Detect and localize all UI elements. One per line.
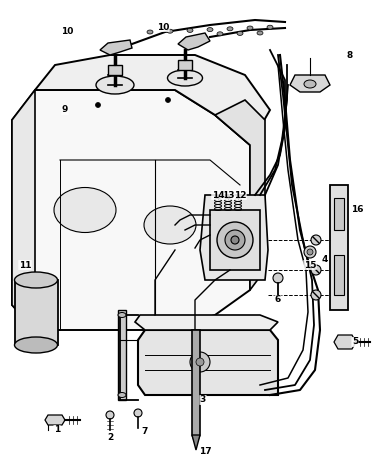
Ellipse shape <box>304 80 316 88</box>
Polygon shape <box>15 280 58 345</box>
Circle shape <box>307 249 313 255</box>
Text: 8: 8 <box>347 50 353 59</box>
Circle shape <box>190 352 210 372</box>
Text: 12: 12 <box>234 190 246 200</box>
Text: 11: 11 <box>19 260 31 269</box>
Circle shape <box>225 230 245 250</box>
Polygon shape <box>178 33 210 50</box>
Text: 17: 17 <box>199 447 211 456</box>
Text: 6: 6 <box>275 295 281 304</box>
Text: 10: 10 <box>61 28 73 37</box>
Circle shape <box>311 290 321 300</box>
Text: 10: 10 <box>157 22 169 31</box>
Polygon shape <box>200 195 268 280</box>
Text: 9: 9 <box>62 105 68 114</box>
Ellipse shape <box>227 27 233 31</box>
Ellipse shape <box>96 76 134 94</box>
Ellipse shape <box>15 272 57 288</box>
Ellipse shape <box>167 70 203 86</box>
Polygon shape <box>192 330 200 445</box>
Polygon shape <box>334 255 344 295</box>
Ellipse shape <box>147 30 153 34</box>
Polygon shape <box>108 65 122 75</box>
Polygon shape <box>178 60 192 70</box>
Text: 14: 14 <box>212 190 224 200</box>
Polygon shape <box>35 55 270 145</box>
Polygon shape <box>215 100 265 290</box>
Polygon shape <box>135 315 278 330</box>
Text: 7: 7 <box>142 428 148 437</box>
Polygon shape <box>330 185 348 310</box>
Ellipse shape <box>54 188 116 232</box>
Polygon shape <box>334 335 356 349</box>
Text: 15: 15 <box>304 260 316 269</box>
Polygon shape <box>12 90 35 330</box>
Text: 3: 3 <box>200 396 206 405</box>
Ellipse shape <box>267 25 273 29</box>
Polygon shape <box>118 310 126 400</box>
Ellipse shape <box>118 313 126 317</box>
Ellipse shape <box>217 32 223 36</box>
Polygon shape <box>334 198 344 230</box>
Circle shape <box>217 222 253 258</box>
Ellipse shape <box>144 206 196 244</box>
Text: 5: 5 <box>352 338 358 346</box>
Text: 1: 1 <box>54 426 60 435</box>
Text: 2: 2 <box>107 433 113 441</box>
Polygon shape <box>100 40 132 55</box>
Circle shape <box>311 235 321 245</box>
Circle shape <box>311 265 321 275</box>
Ellipse shape <box>257 31 263 35</box>
Ellipse shape <box>237 31 243 36</box>
Ellipse shape <box>247 26 253 30</box>
Text: 13: 13 <box>222 190 234 200</box>
Polygon shape <box>45 415 65 425</box>
Ellipse shape <box>207 28 213 32</box>
Ellipse shape <box>167 29 173 33</box>
Polygon shape <box>290 75 330 92</box>
Ellipse shape <box>118 392 126 398</box>
Polygon shape <box>12 90 250 330</box>
Text: 16: 16 <box>351 206 363 215</box>
Ellipse shape <box>15 337 57 353</box>
Circle shape <box>273 273 283 283</box>
Polygon shape <box>192 435 200 450</box>
Circle shape <box>106 411 114 419</box>
Ellipse shape <box>187 28 193 32</box>
Circle shape <box>134 409 142 417</box>
Circle shape <box>196 358 204 366</box>
Circle shape <box>231 236 239 244</box>
Text: 4: 4 <box>322 256 328 265</box>
Circle shape <box>166 97 170 103</box>
Polygon shape <box>210 210 260 270</box>
Polygon shape <box>138 330 278 395</box>
Circle shape <box>304 246 316 258</box>
Circle shape <box>95 103 100 107</box>
